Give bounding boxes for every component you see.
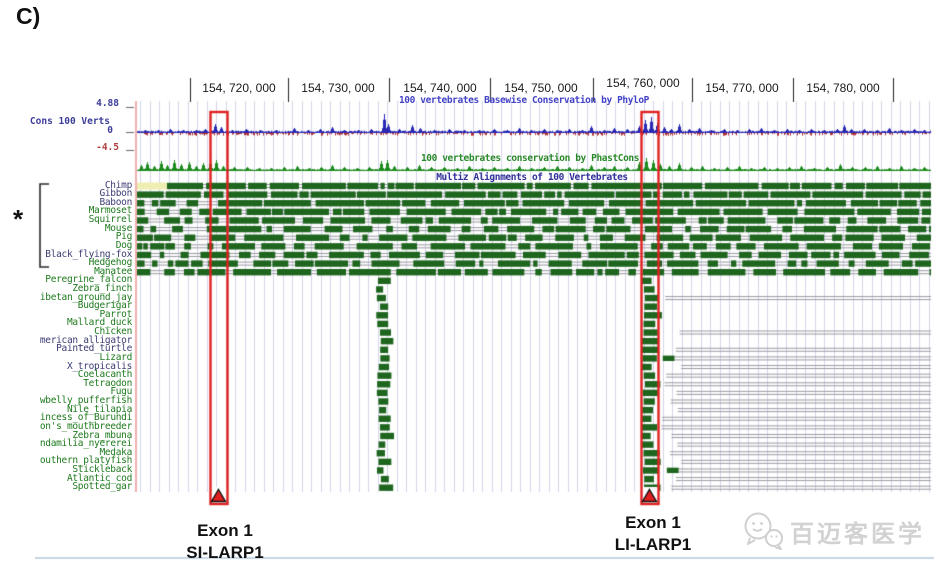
exon1-si-larp1-label: Exon 1 SI-LARP1 <box>186 520 263 564</box>
species-label: incess_of_Burundi <box>39 412 132 424</box>
phastcons-track-title: 100 vertebrates conservation by PhastCon… <box>420 153 640 164</box>
exon-label-line1: Exon 1 <box>197 521 253 540</box>
species-label: Mallard_duck <box>66 317 132 329</box>
ruler-coordinate-label: 154, 730, 000 <box>301 81 375 95</box>
species-label: Chimp <box>104 179 132 191</box>
exon1-li-larp1-label: Exon 1 LI-LARP1 <box>615 512 692 556</box>
species-label: Spotted_gar <box>72 481 132 493</box>
ruler-coordinate-label: 154, 720, 000 <box>202 81 276 95</box>
species-label: Peregrine_falcon <box>45 274 132 286</box>
species-label: Pig <box>115 231 133 243</box>
phylop-scale-min: -4.5 <box>96 142 119 153</box>
species-label: Budgerigar <box>77 300 133 312</box>
species-label: on's_mouthbreeder <box>39 420 132 432</box>
species-label: Stickleback <box>72 464 132 475</box>
species-label: wbelly_pufferfish <box>39 395 132 406</box>
species-label: ndamilia_nyererei <box>39 438 132 450</box>
panel-label: C) <box>16 3 41 29</box>
species-label: Zebra_finch <box>72 282 132 294</box>
significance-asterisk: * <box>13 204 24 234</box>
species-label: Mouse <box>104 222 132 234</box>
species-label: Hedgehog <box>88 257 133 269</box>
species-label: Marmoset <box>88 205 133 217</box>
species-label: outhern_platyfish <box>39 455 132 467</box>
ruler-coordinate-label: 154, 740, 000 <box>403 81 477 95</box>
species-label: Atlantic_cod <box>66 472 132 484</box>
ruler-coordinate-label: 154, 760, 000 <box>606 76 680 90</box>
species-label: Gibbon <box>99 188 132 200</box>
species-label: Dog <box>115 239 133 251</box>
species-label: merican_alligator <box>39 334 132 346</box>
phylop-track-title: 100 vertebrates Basewise Conservation by… <box>398 95 650 106</box>
wechat-logo-icon <box>744 512 783 550</box>
species-label: Squirrel <box>88 214 133 225</box>
ruler-coordinate-label: 154, 770, 000 <box>705 81 779 95</box>
species-label: X_tropicalis <box>66 360 132 372</box>
phylop-scale-zero: 0 <box>107 125 113 136</box>
species-label: Manatee <box>94 265 132 277</box>
species-label: Black_flying-fox <box>45 248 132 260</box>
ruler-coordinate-label: 154, 750, 000 <box>504 81 578 95</box>
phylop-track-left-label: Cons 100 Verts <box>29 116 110 127</box>
species-label: Medaka <box>99 446 132 458</box>
exon-label-line2: LI-LARP1 <box>614 535 692 554</box>
species-label: Parrot <box>99 308 132 320</box>
species-label: Zebra_mbuna <box>72 429 132 441</box>
species-label: Nile_tilapia <box>66 403 132 415</box>
species-label: Tetraodon <box>83 377 132 389</box>
exon-label-line2: SI-LARP1 <box>186 543 264 562</box>
watermark: 百迈客医学 <box>742 511 925 551</box>
species-label: Fugu <box>110 386 132 398</box>
species-label: ibetan_ground_jay <box>39 291 132 303</box>
ruler-coordinate-label: 154, 780, 000 <box>806 81 880 95</box>
species-label: Lizard <box>99 351 132 363</box>
exon-label-line1: Exon 1 <box>625 513 681 532</box>
multiz-track-title: Multiz Alignments of 100 Vertebrates <box>436 172 628 183</box>
species-label: Painted_turtle <box>56 343 132 355</box>
phylop-scale-max: 4.88 <box>96 98 119 109</box>
watermark-text: 百迈客医学 <box>790 520 925 548</box>
species-label: Baboon <box>99 196 132 208</box>
species-label: Chicken <box>94 326 132 337</box>
species-label: Coelacanth <box>77 369 133 381</box>
